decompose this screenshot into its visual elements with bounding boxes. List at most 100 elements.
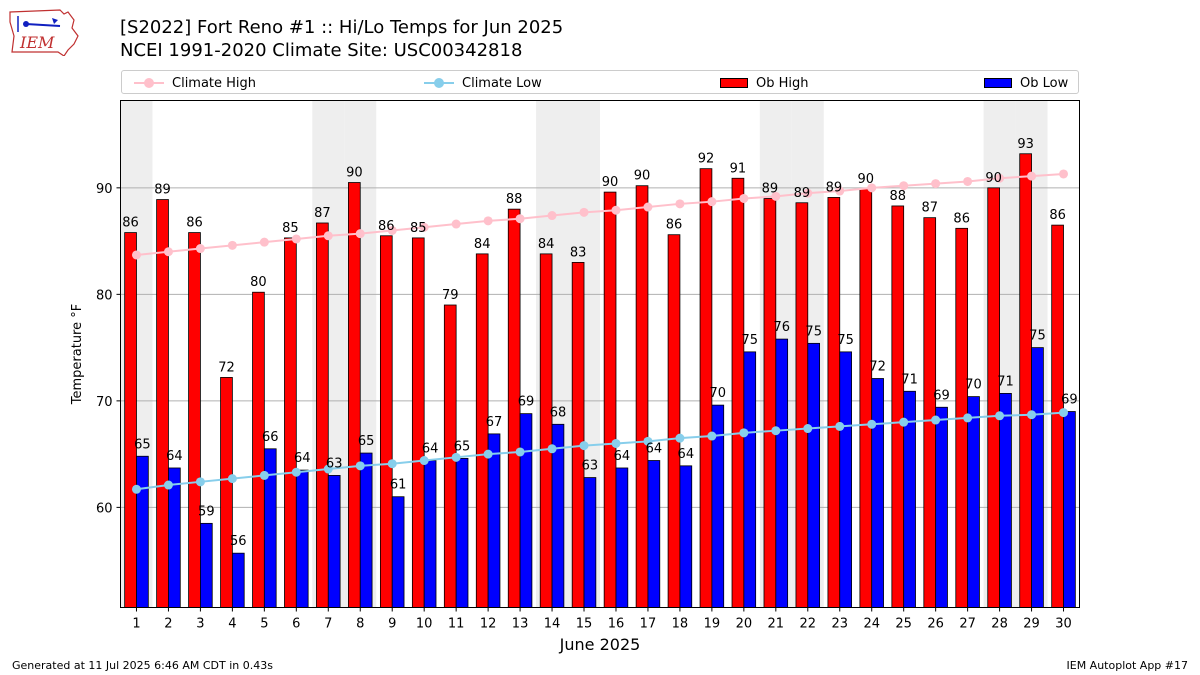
ob-high-label: 79: [442, 288, 459, 303]
x-tick-label: 26: [927, 617, 944, 632]
climate-low-point: [707, 431, 717, 441]
x-tick-label: 29: [1023, 617, 1040, 632]
ob-low-bar: [487, 433, 501, 608]
climate-low-point: [227, 474, 237, 484]
climate-high-point: [867, 183, 877, 193]
ob-low-label: 63: [326, 456, 343, 471]
ob-low-label: 75: [1029, 329, 1046, 344]
x-tick-label: 25: [895, 617, 912, 632]
ob-low-bar: [359, 452, 373, 608]
ob-high-label: 85: [282, 221, 299, 236]
climate-high-point: [803, 188, 813, 198]
legend-swatch-climate-low: [424, 76, 454, 90]
x-tick-label: 21: [768, 617, 785, 632]
climate-low-point: [899, 417, 909, 427]
ob-high-bar: [411, 237, 425, 608]
ob-low-label: 64: [294, 451, 311, 466]
ob-low-bar: [295, 469, 309, 608]
climate-low-point: [995, 411, 1005, 421]
climate-high-point: [899, 181, 909, 191]
x-tick-label: 16: [608, 617, 625, 632]
x-tick-label: 12: [480, 617, 497, 632]
ob-high-bar: [763, 198, 777, 608]
ob-high-bar: [316, 222, 329, 608]
ob-low-label: 75: [741, 333, 758, 348]
x-tick-label: 24: [863, 617, 880, 632]
climate-low-point: [131, 484, 141, 494]
climate-high-point: [259, 237, 269, 247]
climate-low-point: [643, 436, 653, 446]
ob-low-bar: [999, 393, 1012, 608]
x-tick-label: 10: [416, 617, 433, 632]
x-tick-label: 22: [800, 617, 817, 632]
ob-low-bar: [871, 378, 884, 608]
ob-high-label: 83: [570, 245, 587, 260]
ob-low-label: 64: [678, 447, 695, 462]
ob-high-label: 91: [730, 161, 747, 176]
ob-low-label: 64: [646, 442, 663, 457]
ob-high-label: 85: [410, 221, 427, 236]
climate-low-point: [163, 480, 173, 490]
ob-low-bar: [935, 406, 948, 608]
x-tick-label: 23: [831, 617, 848, 632]
x-tick-label: 1: [132, 617, 140, 632]
x-tick-label: 7: [324, 617, 332, 632]
ob-high-label: 72: [218, 360, 235, 375]
x-tick-label: 17: [640, 617, 657, 632]
ob-high-bar: [284, 237, 297, 608]
ob-high-label: 93: [1017, 137, 1034, 152]
ob-high-label: 89: [762, 181, 779, 196]
ob-low-label: 76: [773, 320, 790, 335]
ob-low-bar: [583, 477, 597, 608]
ob-low-bar: [136, 455, 149, 608]
ob-high-label: 90: [858, 172, 875, 187]
ob-low-bar: [1063, 411, 1076, 608]
ob-high-label: 88: [506, 192, 523, 207]
ob-high-label: 86: [122, 216, 139, 231]
ob-high-bar: [156, 199, 169, 608]
climate-low-point: [931, 415, 941, 425]
ob-high-bar: [124, 232, 137, 608]
ob-low-label: 67: [486, 415, 503, 430]
x-tick-label: 8: [356, 617, 364, 632]
ob-high-label: 89: [154, 183, 171, 198]
logo-text: IEM: [19, 33, 55, 52]
ob-low-label: 71: [997, 374, 1014, 389]
ob-high-bar: [1019, 153, 1032, 608]
climate-low-point: [675, 433, 685, 443]
climate-high-point: [995, 173, 1005, 183]
ob-low-bar: [455, 457, 469, 608]
y-tick-label: 80: [96, 288, 113, 303]
climate-low-point: [355, 461, 365, 471]
ob-high-bar: [795, 202, 809, 608]
climate-high-point: [1059, 169, 1069, 179]
ob-low-bar: [839, 351, 852, 608]
x-tick-label: 30: [1055, 617, 1072, 632]
climate-high-point: [291, 234, 301, 244]
ob-high-label: 88: [889, 189, 906, 204]
ob-low-label: 66: [262, 430, 279, 445]
legend-item-climate-low: Climate Low: [424, 74, 542, 92]
footer-generated: Generated at 11 Jul 2025 6:46 AM CDT in …: [12, 659, 273, 672]
ob-high-label: 89: [794, 186, 811, 201]
ob-low-label: 75: [837, 333, 854, 348]
climate-high-point: [451, 219, 461, 229]
climate-high-point: [963, 176, 973, 186]
legend: Climate High Climate Low Ob High Ob Low: [121, 70, 1079, 94]
climate-high-point: [579, 207, 589, 217]
ob-low-bar: [423, 460, 437, 608]
climate-high-point: [131, 250, 141, 260]
climate-high-point: [355, 229, 365, 239]
chart-title: [S2022] Fort Reno #1 :: Hi/Lo Temps for …: [120, 17, 564, 38]
climate-low-point: [579, 441, 589, 451]
y-tick-label: 70: [96, 395, 113, 410]
x-tick-label: 9: [388, 617, 396, 632]
ob-low-label: 59: [198, 504, 215, 519]
ob-high-label: 84: [474, 237, 491, 252]
ob-low-label: 65: [134, 437, 151, 452]
ob-low-bar: [679, 465, 693, 608]
ob-low-label: 64: [614, 449, 631, 464]
climate-low-point: [451, 452, 461, 462]
ob-high-bar: [923, 217, 937, 608]
